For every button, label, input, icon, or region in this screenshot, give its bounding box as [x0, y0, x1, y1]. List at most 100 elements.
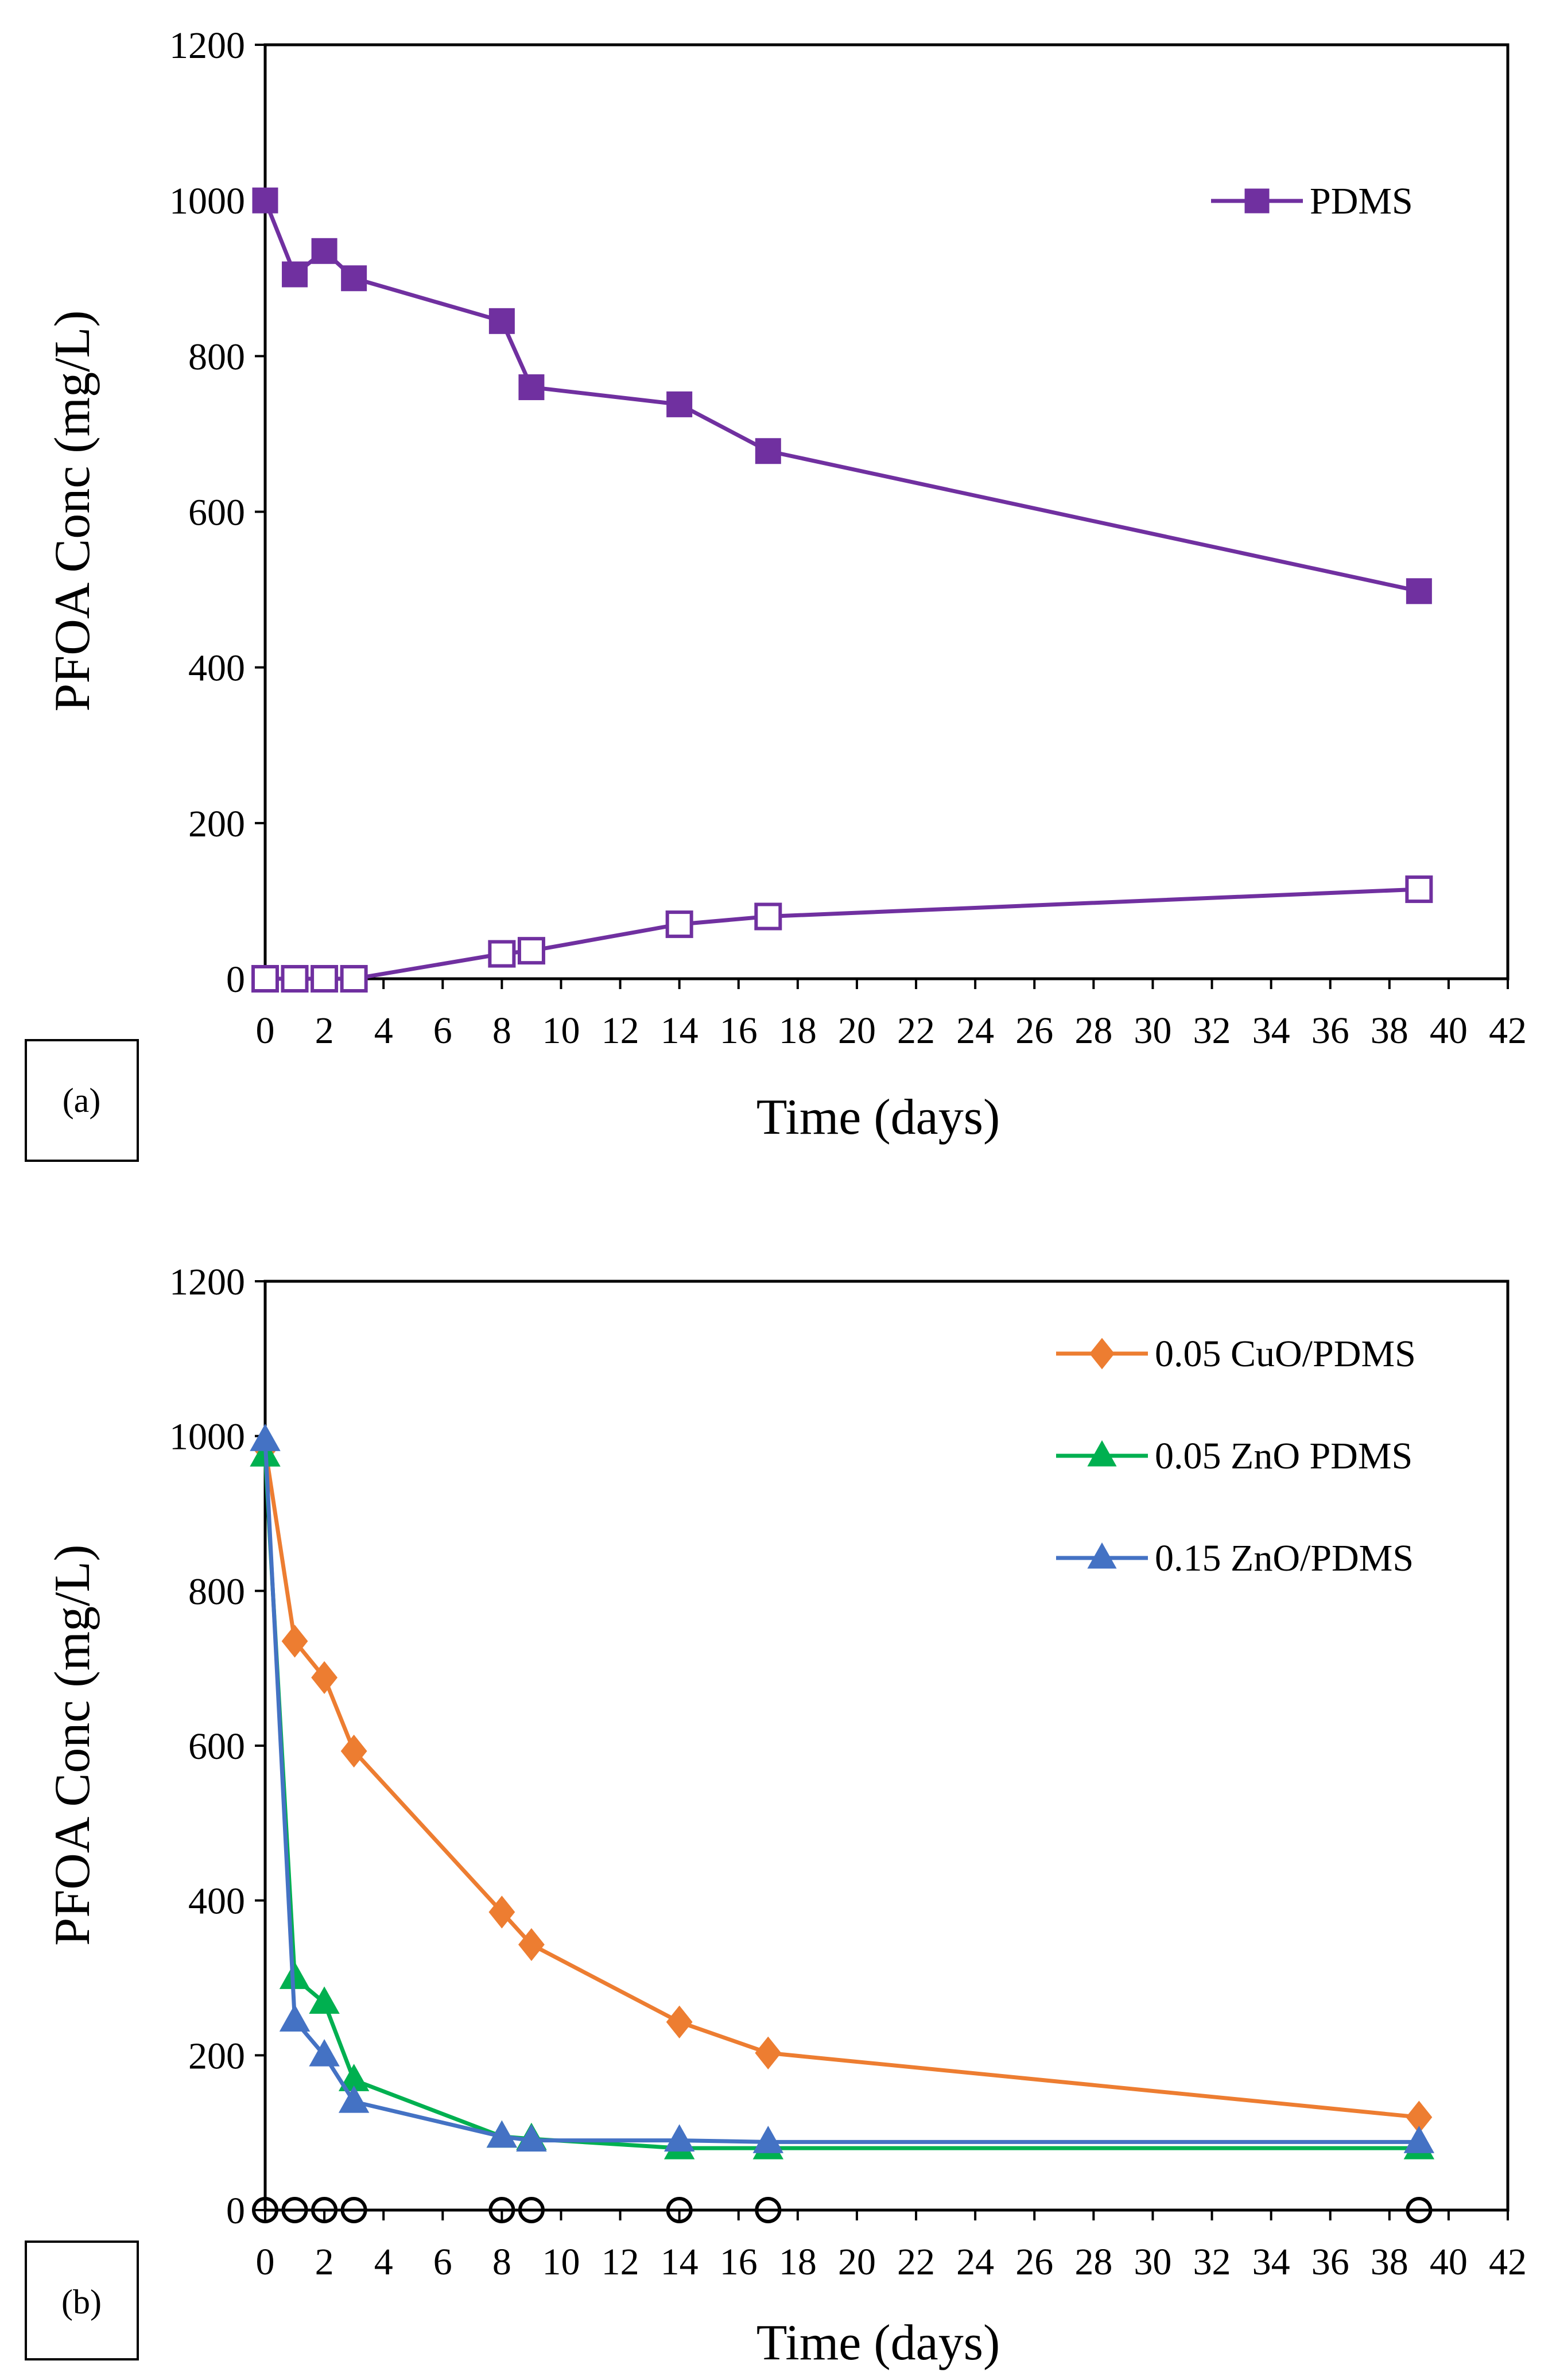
panel-b-y-axis-label: PFOA Conc (mg/L): [45, 1544, 100, 1945]
x-tick-label: 32: [1193, 1010, 1231, 1052]
legend-entry: 0.05 CuO/PDMS: [1056, 1333, 1416, 1375]
data-point: [755, 2036, 782, 2069]
x-tick-label: 10: [542, 1010, 580, 1052]
legend-label: PDMS: [1310, 180, 1413, 222]
x-tick-label: 38: [1371, 1010, 1408, 1052]
y-tick-label: 1000: [169, 180, 245, 222]
data-point: [518, 2197, 545, 2223]
x-tick-label: 34: [1252, 1010, 1290, 1052]
x-tick-label: 24: [956, 2241, 994, 2283]
data-point: [666, 391, 693, 417]
y-tick-label: 400: [188, 648, 245, 689]
x-tick-label: 12: [602, 2241, 639, 2283]
panel-a-tag: (a): [63, 1082, 101, 1119]
panel-a-plot-frame: [263, 43, 1510, 980]
data-point: [311, 238, 337, 264]
panel-a-series: [251, 187, 1433, 993]
x-tick-label: 36: [1311, 2241, 1349, 2283]
series-3: [252, 2197, 1433, 2223]
data-point: [486, 2120, 518, 2148]
data-point: [517, 937, 545, 965]
data-point: [755, 438, 781, 464]
data-point: [488, 940, 516, 968]
x-tick-label: 30: [1134, 2241, 1171, 2283]
legend-entry: PDMS: [1211, 180, 1413, 222]
x-tick-label: 40: [1430, 2241, 1468, 2283]
data-point: [518, 1928, 545, 1962]
panel-a-x-axis-label: Time (days): [756, 1090, 1000, 1145]
data-point: [281, 1625, 308, 1658]
x-tick-label: 6: [433, 1010, 452, 1052]
data-point: [251, 965, 279, 993]
x-tick-label: 20: [838, 1010, 876, 1052]
legend-entry: 0.05 ZnO PDMS: [1056, 1435, 1413, 1477]
panel-a-y-axis-label: PFOA Conc (mg/L): [45, 310, 100, 711]
y-tick-label: 1200: [169, 25, 245, 67]
series-0: [252, 187, 1432, 604]
legend-swatch-marker: [1087, 1440, 1117, 1467]
panel-b-tag-box: [25, 2241, 139, 2360]
x-tick-label: 22: [897, 1010, 935, 1052]
y-tick-label: 1200: [169, 1261, 245, 1303]
panel-a-x-ticks: 0 2 4 6 8 10 12 14 16 18 20 22 24 26 28 30 32 34 36 38 40 42: [256, 979, 1527, 1052]
x-tick-label: 0: [256, 1010, 275, 1052]
legend-swatch-marker: [1244, 188, 1270, 214]
y-tick-label: 600: [188, 492, 245, 534]
x-tick-label: 18: [779, 2241, 817, 2283]
x-tick-label: 28: [1074, 1010, 1112, 1052]
data-point: [250, 1424, 281, 1451]
data-point: [518, 374, 545, 401]
panel-b-x-axis-label: Time (days): [756, 2315, 1000, 2371]
x-tick-label: 38: [1371, 2241, 1408, 2283]
x-tick-label: 26: [1015, 2241, 1053, 2283]
x-tick-label: 42: [1489, 2241, 1527, 2283]
x-tick-label: 16: [720, 2241, 758, 2283]
series-1: [251, 875, 1433, 993]
data-point: [516, 2124, 547, 2152]
x-tick-label: 32: [1193, 2241, 1231, 2283]
data-point: [666, 2005, 693, 2039]
legend-swatch-marker: [1089, 1338, 1115, 1370]
data-point: [341, 265, 367, 292]
x-tick-label: 42: [1489, 1010, 1527, 1052]
data-point: [281, 965, 309, 993]
x-tick-label: 20: [838, 2241, 876, 2283]
x-tick-label: 36: [1311, 1010, 1349, 1052]
y-tick-label: 200: [188, 803, 245, 845]
x-tick-label: 14: [661, 1010, 699, 1052]
data-point: [1403, 2126, 1435, 2153]
x-tick-label: 34: [1252, 2241, 1290, 2283]
panel-b-plot-frame: [263, 1280, 1510, 2212]
data-point: [1406, 578, 1432, 604]
y-tick-label: 400: [188, 1881, 245, 1922]
panel-b-tag: (b): [61, 2283, 102, 2321]
panel-b-series: [250, 1424, 1435, 2223]
data-point: [340, 1734, 367, 1768]
x-tick-label: 10: [542, 2241, 580, 2283]
data-point: [666, 2197, 693, 2223]
panel-a-tag-box: [25, 1039, 139, 1162]
data-point: [338, 2085, 370, 2113]
legend-swatch-marker: [1087, 1542, 1117, 1569]
x-tick-label: 16: [720, 1010, 758, 1052]
legend-label: 0.05 CuO/PDMS: [1155, 1333, 1416, 1375]
x-tick-label: 2: [315, 2241, 334, 2283]
data-point: [488, 2197, 515, 2223]
data-point: [279, 2004, 311, 2032]
series-0: [252, 1431, 1433, 2134]
legend-label: 0.05 ZnO PDMS: [1155, 1435, 1413, 1477]
x-tick-label: 0: [256, 2241, 275, 2283]
x-tick-label: 4: [374, 2241, 393, 2283]
data-point: [754, 902, 782, 931]
data-point: [311, 965, 339, 993]
x-tick-label: 2: [315, 1010, 334, 1052]
x-tick-label: 8: [492, 2241, 511, 2283]
y-tick-label: 600: [188, 1726, 245, 1767]
x-tick-label: 28: [1074, 2241, 1112, 2283]
x-tick-label: 18: [779, 1010, 817, 1052]
data-point: [311, 1661, 338, 1694]
series-2: [250, 1424, 1435, 2153]
